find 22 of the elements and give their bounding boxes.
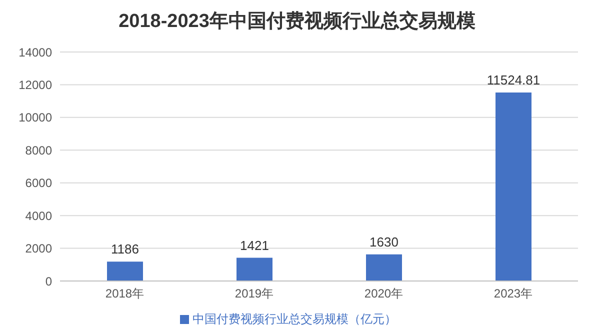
data-label: 11524.81 xyxy=(486,72,540,88)
x-tick-label: 2018年 xyxy=(105,286,144,301)
y-tick-label: 12000 xyxy=(18,78,52,92)
legend-label: 中国付费视频行业总交易规模（亿元） xyxy=(192,312,396,326)
x-tick-label: 2019年 xyxy=(234,286,274,301)
bar xyxy=(496,92,532,281)
x-tick-label: 2020年 xyxy=(364,286,404,301)
bar xyxy=(107,262,143,281)
bar xyxy=(236,258,272,281)
chart-title: 2018-2023年中国付费视频行业总交易规模 xyxy=(118,10,476,34)
y-tick-label: 0 xyxy=(45,274,52,288)
data-label: 1186 xyxy=(111,242,139,257)
y-tick-label: 8000 xyxy=(25,143,52,158)
y-tick-label: 14000 xyxy=(18,45,52,60)
data-label: 1630 xyxy=(370,234,398,250)
y-tick-label: 10000 xyxy=(18,110,52,125)
y-tick-label: 6000 xyxy=(25,176,52,190)
y-tick-label: 4000 xyxy=(25,208,52,223)
bar xyxy=(366,254,402,281)
y-tick-label: 2000 xyxy=(25,242,52,256)
data-label: 1421 xyxy=(240,238,269,253)
x-tick-label: 2023年 xyxy=(494,286,533,301)
